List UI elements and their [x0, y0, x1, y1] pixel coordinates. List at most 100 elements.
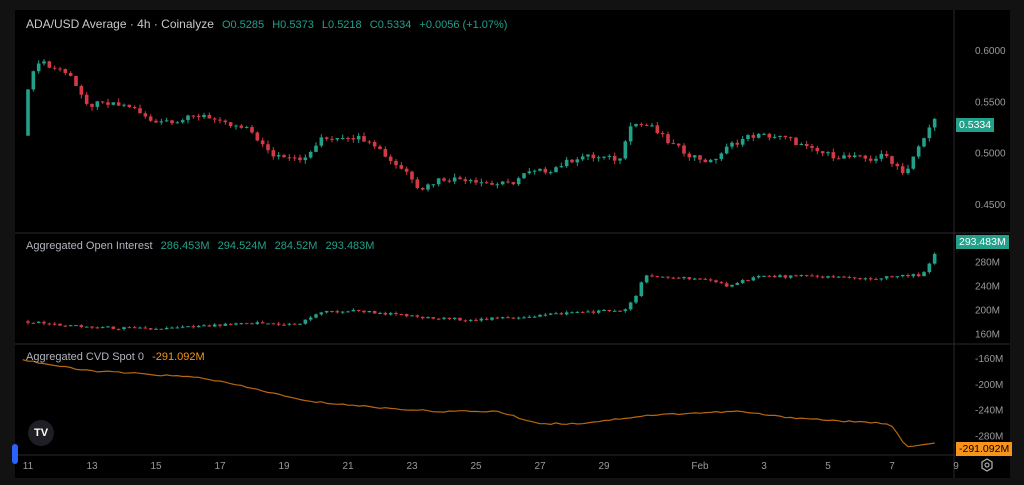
candle-body — [266, 323, 270, 325]
candle-body — [554, 313, 558, 315]
candle-body — [911, 156, 916, 169]
candle-body — [826, 152, 830, 154]
candle-body — [484, 318, 489, 320]
candle-body — [266, 144, 270, 151]
candle-body — [490, 317, 494, 320]
candle-body — [202, 325, 206, 327]
low-value: 0.5218 — [328, 19, 362, 31]
candle-body — [271, 323, 276, 325]
candle-body — [532, 170, 537, 172]
candle-body — [650, 275, 654, 277]
ohlc-high: H0.5373 — [272, 19, 314, 31]
pane-handle[interactable] — [12, 444, 18, 464]
candle-body — [890, 276, 894, 278]
candle-body — [282, 324, 286, 326]
candle-body — [143, 113, 148, 117]
candle-body — [516, 178, 521, 185]
cvd-legend: Aggregated CVD Spot 0 -291.092M — [26, 351, 210, 363]
candle-body — [100, 101, 105, 103]
candle-body — [906, 274, 910, 277]
candle-body — [335, 138, 340, 140]
candle-body — [399, 314, 404, 316]
candle-body — [175, 327, 180, 329]
candle-body — [271, 150, 276, 157]
candle-body — [196, 325, 201, 328]
gear-icon[interactable] — [980, 458, 994, 472]
candle-body — [687, 277, 692, 280]
candle-body — [719, 282, 724, 284]
candle-body — [580, 311, 585, 313]
candle-body — [36, 63, 41, 72]
candle-body — [612, 310, 617, 312]
candle-body — [596, 157, 601, 159]
candle-body — [447, 317, 452, 319]
candle-body — [426, 317, 430, 319]
candle-body — [874, 158, 878, 161]
time-tick-label: 11 — [23, 461, 34, 472]
candle-body — [548, 172, 553, 174]
candle-body — [330, 310, 334, 312]
candle-body — [74, 325, 78, 327]
candle-body — [852, 277, 857, 279]
candle-body — [42, 61, 46, 64]
candle-body — [762, 133, 766, 135]
candle-body — [468, 180, 473, 182]
candle-body — [788, 275, 793, 278]
y-tick-label: 240M — [975, 282, 1000, 293]
tradingview-logo[interactable]: TV — [28, 420, 54, 446]
candle-body — [511, 182, 516, 185]
candle-body — [538, 168, 542, 171]
candle-body — [479, 318, 484, 321]
candle-body — [431, 184, 436, 186]
candle-body — [767, 133, 772, 138]
candle-body — [676, 143, 681, 146]
candle-body — [500, 317, 505, 319]
y-tick-label: -280M — [975, 431, 1003, 442]
candle-body — [495, 317, 500, 319]
candle-body — [239, 125, 244, 128]
candle-body — [314, 314, 318, 318]
time-tick-label: 27 — [534, 461, 546, 472]
candle-body — [143, 327, 148, 329]
candle-body — [362, 136, 366, 142]
candle-body — [58, 323, 62, 326]
candle-body — [335, 311, 340, 313]
candle-body — [650, 125, 654, 127]
candle-body — [586, 311, 590, 313]
candle-body — [52, 67, 57, 69]
candle-body — [548, 313, 553, 315]
oi-high: 294.524M — [217, 240, 267, 252]
candle-body — [58, 68, 62, 70]
candle-body — [639, 282, 644, 296]
candle-body — [767, 275, 772, 277]
candle-body — [730, 284, 734, 287]
candle-body — [655, 125, 660, 134]
candle-body — [559, 166, 564, 168]
candle-body — [42, 321, 46, 324]
candle-body — [100, 327, 105, 329]
candle-body — [458, 317, 462, 321]
time-tick-label: 15 — [150, 461, 162, 472]
candle-body — [735, 282, 740, 285]
candle-body — [351, 138, 356, 140]
candle-body — [820, 151, 825, 154]
candle-body — [564, 159, 569, 167]
chart-frame — [15, 10, 1010, 478]
candle-body — [660, 276, 665, 278]
candle-body — [810, 146, 814, 148]
candle-body — [207, 114, 212, 119]
candle-body — [372, 310, 377, 314]
candle-body — [788, 137, 793, 139]
candle-body — [372, 142, 377, 147]
candle-body — [287, 157, 292, 159]
candle-body — [607, 310, 612, 312]
oi-legend: Aggregated Open Interest 286.453M 294.52… — [26, 240, 379, 252]
candle-body — [922, 272, 926, 277]
high-label: H — [272, 19, 281, 31]
candle-body — [84, 94, 89, 104]
cvd-line — [22, 359, 935, 448]
candle-body — [698, 155, 702, 160]
candle-body — [682, 277, 686, 279]
candle-body — [922, 138, 926, 147]
